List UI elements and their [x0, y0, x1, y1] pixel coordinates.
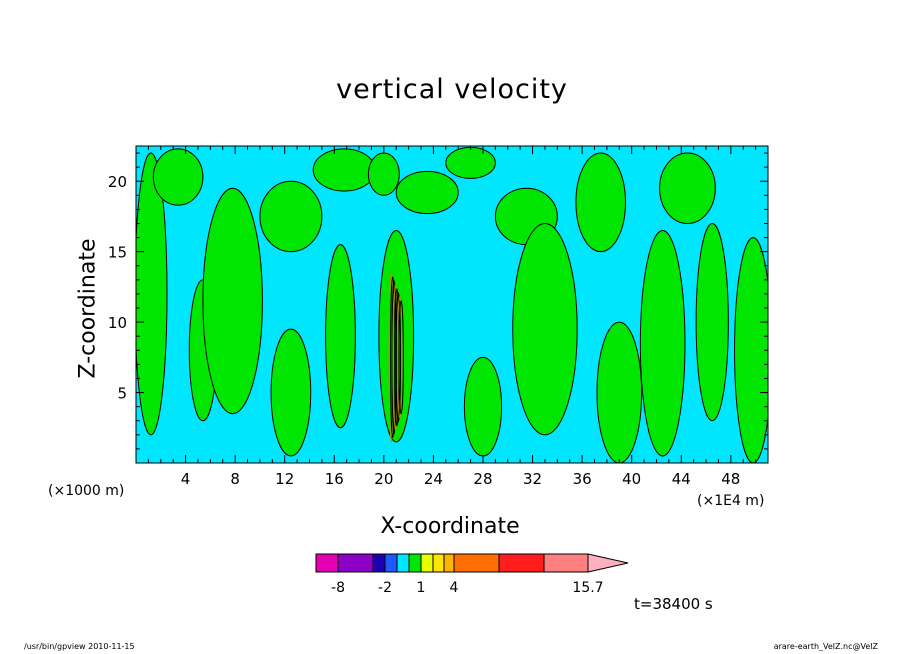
updraft-contour [398, 300, 404, 415]
positive-velocity-region [445, 146, 496, 179]
positive-velocity-region [270, 328, 312, 457]
colorbar-bin [420, 553, 434, 573]
chart-title: vertical velocity [336, 74, 568, 105]
colorbar-bin [498, 553, 545, 573]
positive-velocity-region [325, 244, 356, 429]
updraft-contour [395, 292, 402, 423]
x-tick-label: 20 [374, 470, 393, 488]
x-tick-label: 12 [275, 470, 294, 488]
footer-source: arare-earth_VelZ.nc@VelZ [773, 642, 878, 651]
x-tick-label: 44 [672, 470, 691, 488]
x-axis-label: X-coordinate [380, 514, 520, 539]
positive-velocity-region [395, 170, 459, 215]
y-tick-label: 5 [117, 385, 127, 403]
positive-velocity-region [639, 230, 686, 457]
x-tick-label: 36 [573, 470, 592, 488]
y-tick-label: 15 [108, 244, 127, 262]
colorbar-bin [372, 553, 386, 573]
colorbar-bin [453, 553, 500, 573]
x-tick-label: 16 [325, 470, 344, 488]
x-axis: 4 8 12 16 20 24 28 32 36 40 44 48 [147, 146, 757, 488]
positive-velocity-region [367, 152, 400, 196]
colorbar-bin [315, 553, 339, 573]
positive-velocity-region [259, 180, 323, 253]
colorbar-tick-label: 4 [450, 580, 459, 596]
positive-velocity-region [136, 152, 168, 436]
positive-velocity-region [575, 152, 626, 253]
x-tick-label: 32 [523, 470, 542, 488]
plot-frame [135, 145, 769, 464]
colorbar-bin [396, 553, 410, 573]
x-tick-label: 48 [721, 470, 740, 488]
positive-velocity-region [512, 222, 578, 436]
x-tick-label: 4 [181, 470, 191, 488]
colorbar-tick-label: -2 [378, 580, 392, 596]
colorbar-bin [543, 553, 589, 573]
positive-velocity-region [695, 222, 729, 422]
y-axis-label: Z-coordinate [75, 238, 101, 379]
positive-velocity-region [152, 148, 204, 206]
colorbar-tick-label: 15.7 [572, 580, 603, 596]
y-tick-label: 20 [108, 173, 127, 191]
positive-velocity-region [202, 187, 263, 415]
y-tick-label: 10 [108, 314, 127, 332]
updraft-contour [397, 296, 403, 419]
positive-velocity-region [312, 148, 376, 192]
x-tick-label: 24 [424, 470, 443, 488]
x-unit-left: (×1000 m) [48, 483, 125, 499]
x-unit-right: (×1E4 m) [697, 493, 765, 509]
colorbar-bin [432, 553, 445, 573]
colorbar: -8 -2 1 4 15.7 [315, 553, 629, 596]
footer-command: /usr/bin/gpview 2010-11-15 [24, 642, 135, 651]
positive-velocity-region [596, 321, 643, 463]
colorbar-extend-arrow [587, 553, 629, 573]
colorbar-bin [443, 553, 455, 573]
positive-velocity-region [463, 356, 503, 457]
colorbar-tick-label: -8 [331, 580, 345, 596]
x-tick-label: 28 [473, 470, 492, 488]
colorbar-bin [384, 553, 398, 573]
positive-velocity-region [659, 152, 716, 224]
time-label: t=38400 s [634, 595, 713, 613]
y-axis: 5 10 15 20 [108, 152, 768, 450]
x-tick-label: 8 [230, 470, 240, 488]
plot-area [135, 145, 769, 464]
colorbar-tick-label: 1 [417, 580, 426, 596]
colorbar-bin [408, 553, 422, 573]
colorbar-bin [337, 553, 374, 573]
x-tick-label: 40 [622, 470, 641, 488]
